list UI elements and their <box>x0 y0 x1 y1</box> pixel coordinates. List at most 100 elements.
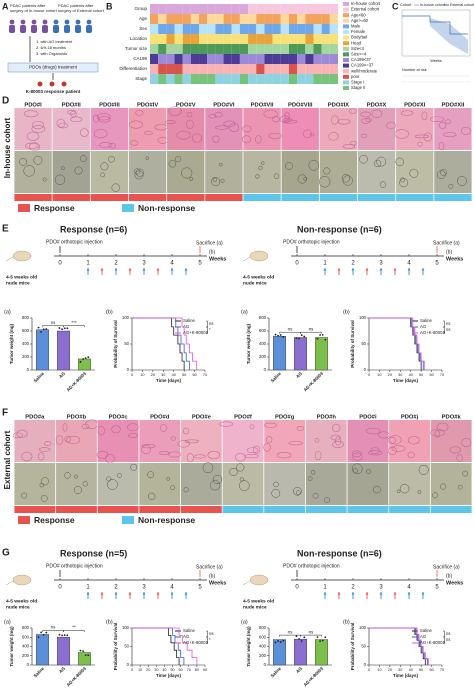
organoid <box>145 156 150 160</box>
legend-label: Female <box>351 29 366 34</box>
x-tick-label: 30 <box>398 373 402 377</box>
data-dot <box>63 327 66 330</box>
organoid <box>379 181 387 188</box>
heatmap-cell <box>223 24 232 34</box>
organoid <box>409 168 419 178</box>
tissue-texture <box>31 120 45 130</box>
heatmap-cell <box>272 14 281 24</box>
chart-label: (b) <box>106 619 113 625</box>
heatmap-cell <box>166 44 175 54</box>
heatmap-cell <box>305 34 314 44</box>
x-tick-label: 60 <box>429 668 433 672</box>
heatmap-cell <box>231 34 240 44</box>
heatmap-cell <box>199 74 208 84</box>
response-bar <box>319 194 358 201</box>
organoid <box>396 489 401 494</box>
y-tick-label: 400 <box>259 644 267 649</box>
heatmap-cell <box>272 4 281 14</box>
sig-label: ** <box>72 625 76 630</box>
y-tick-label: 800 <box>22 315 30 320</box>
heatmap-cell <box>321 34 330 44</box>
data-dot <box>300 334 303 337</box>
organoid <box>440 168 447 176</box>
heatmap-cell <box>305 24 314 34</box>
y-tick-label: 50 <box>361 341 366 346</box>
histology-image <box>430 420 472 462</box>
data-dot <box>87 654 90 657</box>
tissue-texture <box>429 116 444 123</box>
heatmap-cell <box>215 74 224 84</box>
week-label: 0 <box>295 261 299 267</box>
tissue-texture <box>335 436 342 446</box>
mouse-tail <box>242 256 251 262</box>
sig-bracket <box>63 630 85 632</box>
response-bar <box>434 194 472 201</box>
tissue-texture <box>460 126 471 136</box>
organoid <box>229 467 238 477</box>
organoid <box>168 159 177 168</box>
organoid <box>42 177 47 182</box>
x-tick-label: Saline <box>33 371 46 384</box>
mouse-icon <box>12 574 32 586</box>
heatmap-cell <box>174 54 183 64</box>
heatmap-cell <box>207 14 216 24</box>
heatmap-cell <box>321 44 330 54</box>
tissue-texture <box>263 443 271 452</box>
organoid <box>40 495 48 502</box>
arrow-head <box>379 592 383 595</box>
arrow-head <box>184 268 188 271</box>
heatmap-cell <box>280 64 289 74</box>
heatmap-cell <box>305 4 314 14</box>
pdo-label: PDO#f <box>234 415 252 421</box>
organoid <box>209 480 221 491</box>
person-body <box>64 25 70 33</box>
response-bar <box>139 506 181 513</box>
data-dot <box>277 640 279 642</box>
row-label: CA199 <box>133 56 147 61</box>
data-dot <box>303 335 306 338</box>
x-tick-label: AG <box>58 371 67 380</box>
x-tick-label: 60 <box>429 373 433 377</box>
data-dot <box>298 337 300 340</box>
cohort-text: PDAC patients after <box>58 3 94 8</box>
tissue-texture <box>208 114 217 119</box>
data-dot <box>316 636 319 638</box>
bar <box>57 330 71 371</box>
arrow-head <box>379 268 383 271</box>
pdo-label: PDO#g <box>275 415 295 421</box>
tissue-texture <box>168 106 182 116</box>
organoid <box>258 165 263 171</box>
tissue-texture <box>96 113 111 121</box>
bar <box>36 329 50 371</box>
tissue-texture <box>70 116 83 123</box>
legend-swatch <box>122 516 134 524</box>
cohort-label: External cohort <box>3 430 12 489</box>
sig-bracket <box>279 331 301 334</box>
tissue-texture <box>242 125 252 133</box>
mice-label: nude mice <box>6 280 30 286</box>
patient-icon <box>37 81 43 87</box>
response-bar <box>430 506 472 513</box>
sig-bracket <box>206 630 208 638</box>
heatmap-cell <box>215 44 224 54</box>
row-label: Sex <box>139 26 148 31</box>
tissue-texture <box>438 141 445 151</box>
heatmap-cell <box>280 44 289 54</box>
injection-label: PDO# orthotopic injection <box>46 563 103 569</box>
tissue-texture <box>266 436 273 444</box>
tissue-texture <box>391 445 406 452</box>
heatmap-cell <box>231 24 240 34</box>
heatmap-cell <box>207 34 216 44</box>
heatmap-cell <box>239 24 249 34</box>
risk-label: Number at risk <box>402 68 427 72</box>
legend-label: Body/tail <box>351 35 367 40</box>
heatmap-cell <box>329 24 338 34</box>
legend-label: poor <box>351 74 360 79</box>
data-dot <box>61 328 63 331</box>
organoid <box>457 484 463 490</box>
organoid <box>135 168 144 177</box>
heatmap-cell <box>199 4 208 14</box>
y-tick-label: 50 <box>124 644 129 649</box>
organoid <box>448 183 454 189</box>
x-tick-label: 40 <box>172 373 176 377</box>
